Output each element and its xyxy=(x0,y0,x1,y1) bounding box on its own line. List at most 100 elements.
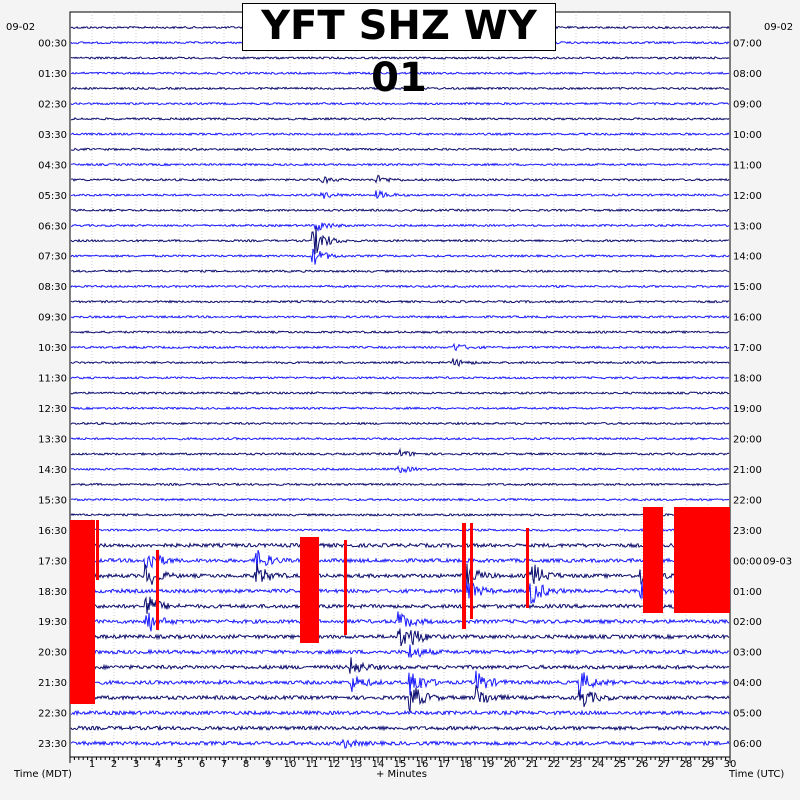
trace-line xyxy=(70,226,730,255)
trace-line xyxy=(70,358,730,368)
left-time-label: 23:30 xyxy=(38,739,67,750)
trace-line xyxy=(70,628,730,647)
left-time-label: 01:30 xyxy=(38,69,67,80)
x-tick-label: 19 xyxy=(482,759,495,770)
right-time-label: 05:00 xyxy=(733,709,762,720)
x-tick-label: 27 xyxy=(658,759,671,770)
left-time-label: 13:30 xyxy=(38,434,67,445)
right-time-label: 07:00 xyxy=(733,39,762,50)
trace-line xyxy=(70,248,730,265)
trace-line xyxy=(70,596,730,614)
trace-line xyxy=(70,684,730,713)
x-tick-label: 21 xyxy=(526,759,539,770)
trace-line xyxy=(70,611,730,632)
x-tick-label: 22 xyxy=(548,759,561,770)
x-axis-title: + Minutes xyxy=(376,769,427,780)
x-tick-label: 1 xyxy=(89,759,95,770)
clip-block xyxy=(674,507,730,613)
left-time-label: 09:30 xyxy=(38,313,67,324)
right-axis-title: Time (UTC) xyxy=(728,769,784,780)
x-tick-label: 23 xyxy=(570,759,583,770)
clipped-regions xyxy=(70,507,730,704)
right-time-label: 20:00 xyxy=(733,434,762,445)
right-time-label: 14:00 xyxy=(733,252,762,263)
clip-block xyxy=(156,550,159,630)
trace-line xyxy=(70,550,730,573)
left-time-label: 17:30 xyxy=(38,556,67,567)
trace-line xyxy=(70,436,730,441)
trace-line xyxy=(70,482,730,487)
x-tick-label: 16 xyxy=(416,759,429,770)
right-time-label: 13:00 xyxy=(733,221,762,232)
x-tick-label: 3 xyxy=(133,759,139,770)
right-time-label: 08:00 xyxy=(733,69,762,80)
trace-line xyxy=(70,738,730,749)
title-box xyxy=(242,3,556,51)
trace-line xyxy=(70,406,730,411)
x-tick-label: 4 xyxy=(155,759,161,770)
trace-line xyxy=(70,512,730,517)
left-time-label: 04:30 xyxy=(38,160,67,171)
right-time-label: 02:00 xyxy=(733,617,762,628)
left-time-label: 11:30 xyxy=(38,374,67,385)
x-tick-label: 7 xyxy=(221,759,227,770)
left-time-label: 16:30 xyxy=(38,526,67,537)
x-tick-label: 6 xyxy=(199,759,205,770)
right-time-label: 01:00 xyxy=(733,587,762,598)
trace-line xyxy=(70,299,730,304)
right-time-label: 10:00 xyxy=(733,130,762,141)
left-time-label: 03:30 xyxy=(38,130,67,141)
chart-title: YFT SHZ WY 01 xyxy=(261,3,537,101)
axis-labels: 09-02 09-02 Time (MDT) + Minutes Time (U… xyxy=(6,22,793,780)
clip-block xyxy=(526,528,529,608)
trace-line xyxy=(70,147,730,152)
left-time-label: 08:30 xyxy=(38,282,67,293)
trace-line xyxy=(70,314,730,319)
trace-line xyxy=(70,670,730,696)
trace-line xyxy=(70,56,730,60)
trace-line xyxy=(70,342,730,352)
trace-line xyxy=(70,421,730,426)
trace-line xyxy=(70,657,730,674)
right-time-label: 12:00 xyxy=(733,191,762,202)
x-tick-label: 13 xyxy=(350,759,363,770)
x-tick-label: 8 xyxy=(243,759,249,770)
left-time-label: 05:30 xyxy=(38,191,67,202)
trace-line xyxy=(70,222,730,233)
right-time-label: 04:00 xyxy=(733,678,762,689)
right-time-label: 15:00 xyxy=(733,282,762,293)
left-time-label: 22:30 xyxy=(38,709,67,720)
trace-line xyxy=(70,541,730,549)
left-time-label: 10:30 xyxy=(38,343,67,354)
trace-line xyxy=(70,644,730,658)
x-tick-label: 11 xyxy=(306,759,319,770)
right-time-label: 16:00 xyxy=(733,313,762,324)
right-time-label: 22:00 xyxy=(733,495,762,506)
right-time-label: 09:00 xyxy=(733,99,762,110)
right-time-label: 19:00 xyxy=(733,404,762,415)
x-tick-label: 2 xyxy=(111,759,117,770)
right-date-label: 09-02 xyxy=(764,22,793,33)
trace-line xyxy=(70,497,730,502)
x-tick-label: 5 xyxy=(177,759,183,770)
left-time-label: 21:30 xyxy=(38,678,67,689)
clip-block xyxy=(462,523,466,629)
seismic-traces xyxy=(70,25,730,749)
x-tick-label: 29 xyxy=(702,759,715,770)
right-time-label: 18:00 xyxy=(733,374,762,385)
x-tick-label: 12 xyxy=(328,759,341,770)
trace-line xyxy=(70,174,730,185)
x-tick-label: 18 xyxy=(460,759,473,770)
x-tick-label: 20 xyxy=(504,759,517,770)
clip-block xyxy=(344,540,347,635)
trace-line xyxy=(70,116,730,121)
trace-line xyxy=(70,465,730,474)
trace-line xyxy=(70,101,730,106)
right-time-label: 00:00 xyxy=(733,556,762,567)
left-time-label: 15:30 xyxy=(38,495,67,506)
x-tick-label: 30 xyxy=(724,759,737,770)
trace-line xyxy=(70,330,730,335)
x-tick-label: 26 xyxy=(636,759,649,770)
trace-line xyxy=(70,562,730,590)
